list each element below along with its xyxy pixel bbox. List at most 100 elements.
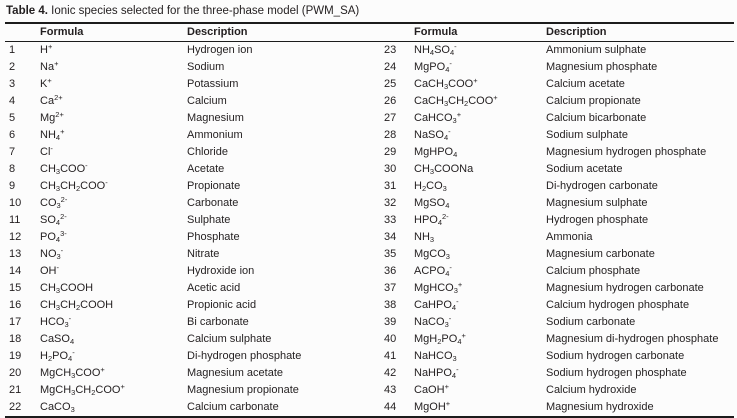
description-cell: Hydrogen ion (187, 44, 253, 56)
row-number: 39 (384, 316, 397, 328)
description-cell: Ammonia (546, 231, 593, 243)
formula-cell: MgCH3CH2COO+ (40, 382, 125, 397)
formula-cell: CaCH3COO+ (414, 76, 478, 91)
row-number: 12 (9, 231, 22, 243)
row-number: 3 (9, 78, 16, 90)
row-number: 1 (9, 44, 16, 56)
description-cell: Sodium hydrogen phosphate (546, 367, 687, 379)
table-row: 19 H2PO4- Di-hydrogen phosphate 41 NaHCO3 Sod… (5, 348, 734, 365)
table-row: 22 CaCO3 Calcium carbonate 44 MgOH+ Magnesium… (5, 399, 734, 417)
description-cell: Ammonium sulphate (546, 44, 647, 56)
description-cell: Calcium phosphate (546, 265, 641, 277)
formula-cell: NaHCO3 (414, 350, 457, 363)
formula-cell: CaHPO4- (414, 297, 459, 312)
formula-cell: NaSO4- (414, 127, 451, 142)
description-cell: Phosphate (187, 231, 240, 243)
row-number: 14 (9, 265, 22, 277)
description-cell: Magnesium di-hydrogen phosphate (546, 333, 719, 345)
description-cell: Calcium sulphate (187, 333, 272, 345)
row-number: 30 (384, 163, 397, 175)
row-number: 41 (384, 350, 397, 362)
formula-cell: K+ (40, 76, 52, 90)
header-row: Formula Description Formula Description (5, 23, 734, 42)
description-cell: Calcium carbonate (187, 401, 279, 413)
row-number: 22 (9, 401, 22, 413)
description-cell: Propionate (187, 180, 241, 192)
description-cell: Chloride (187, 146, 228, 158)
row-number: 15 (9, 282, 22, 294)
formula-cell: OH- (40, 263, 59, 277)
description-cell: Acetic acid (187, 282, 241, 294)
row-number: 23 (384, 44, 397, 56)
row-number: 19 (9, 350, 22, 362)
table-row: 20 MgCH3COO+ Magnesium acetate 42 NaHPO4- Sod… (5, 365, 734, 382)
description-cell: Magnesium hydrogen carbonate (546, 282, 704, 294)
formula-cell: MgHPO4 (414, 146, 458, 159)
table-caption-label: Table 4. (6, 5, 48, 17)
table-row: 8 CH3COO- Acetate 30 CH3COONa Sodium acetate (5, 161, 734, 178)
row-number: 43 (384, 384, 397, 396)
row-number: 38 (384, 299, 397, 311)
table-row: 4 Ca2+ Calcium 26 CaCH3CH2COO+ Calcium propio… (5, 93, 734, 110)
description-cell: Acetate (187, 163, 225, 175)
formula-cell: Na+ (40, 59, 59, 73)
row-number: 6 (9, 129, 16, 141)
row-number: 7 (9, 146, 16, 158)
formula-cell: NaCO3- (414, 314, 452, 329)
description-cell: Magnesium sulphate (546, 197, 648, 209)
table-row: 2 Na+ Sodium 24 MgPO4- Magnesium phosphate (5, 59, 734, 76)
row-number: 27 (384, 112, 397, 124)
description-cell: Di-hydrogen phosphate (187, 350, 302, 362)
description-cell: Potassium (187, 78, 239, 90)
table-caption-text: Ionic species selected for the three-pha… (47, 5, 360, 17)
formula-cell: HPO42- (414, 212, 449, 227)
table-row: 17 HCO3- Bi carbonate 39 NaCO3- Sodium carbon… (5, 314, 734, 331)
description-cell: Hydroxide ion (187, 265, 255, 277)
formula-cell: Ca2+ (40, 93, 63, 107)
row-number: 29 (384, 146, 397, 158)
row-number: 13 (9, 248, 22, 260)
table-caption: Table 4. Ionic species selected for the … (5, 3, 733, 22)
formula-cell: CH3COONa (414, 163, 474, 176)
row-number: 37 (384, 282, 397, 294)
formula-cell: NH4+ (40, 127, 65, 142)
formula-cell: CaCH3CH2COO+ (414, 93, 498, 108)
row-number: 34 (384, 231, 397, 243)
row-number: 28 (384, 129, 397, 141)
formula-cell: NaHPO4- (414, 365, 459, 380)
formula-cell: NH3 (414, 231, 435, 244)
description-cell: Ammonium (187, 129, 243, 141)
description-cell: Calcium (187, 95, 227, 107)
description-cell: Hydrogen phosphate (546, 214, 649, 226)
formula-cell: H2PO4- (40, 348, 75, 363)
formula-cell: CH3COOH (40, 282, 94, 295)
description-cell: Sodium hydrogen carbonate (546, 350, 685, 362)
row-number: 26 (384, 95, 397, 107)
formula-cell: MgHCO3+ (414, 280, 463, 295)
formula-cell: HCO3- (40, 314, 72, 329)
formula-cell: CaHCO3+ (414, 110, 462, 125)
formula-cell: MgOH+ (414, 399, 451, 413)
row-number: 33 (384, 214, 397, 226)
formula-cell: CaCO3 (40, 401, 75, 414)
description-cell: Nitrate (187, 248, 220, 260)
formula-cell: H2CO3 (414, 180, 447, 193)
description-cell: Magnesium phosphate (546, 61, 658, 73)
description-cell: Propionic acid (187, 299, 257, 311)
description-column-header-right: Description (544, 23, 734, 42)
ionic-species-table: Formula Description Formula Description … (5, 22, 734, 418)
row-number: 17 (9, 316, 22, 328)
table-row: 18 CaSO4 Calcium sulphate 40 MgH2PO4+ Magnesi… (5, 331, 734, 348)
description-cell: Magnesium (187, 112, 244, 124)
table-body: 1 H+ Hydrogen ion 23 NH4SO4- Ammonium sulphat… (5, 42, 734, 418)
formula-column-header-left: Formula (39, 23, 186, 42)
formula-cell: CaSO4 (40, 333, 75, 346)
description-cell: Bi carbonate (187, 316, 249, 328)
formula-column-header-right: Formula (412, 23, 544, 42)
formula-cell: Cl- (40, 144, 53, 158)
description-cell: Calcium bicarbonate (546, 112, 647, 124)
description-cell: Calcium hydroxide (546, 384, 637, 396)
description-cell: Magnesium acetate (187, 367, 283, 379)
row-number: 24 (384, 61, 397, 73)
